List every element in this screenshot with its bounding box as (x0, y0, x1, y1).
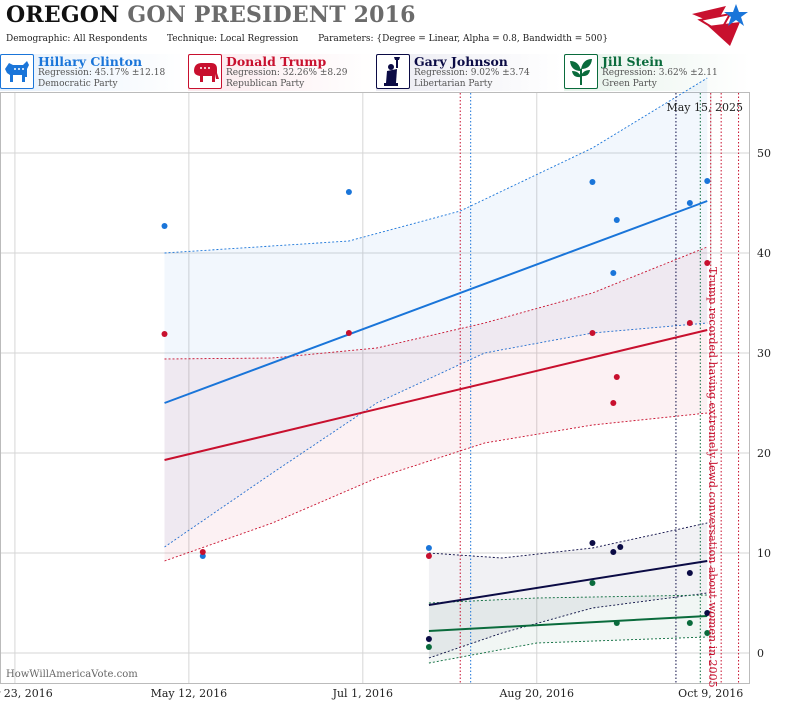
band-lower-line (164, 412, 708, 562)
event-annotation: Trump recorded having extremely lewd con… (706, 267, 719, 688)
poll-point (704, 630, 711, 636)
axis-labels: 0 10 20 30 40 50 Mar 23, 2016 May 12, 2016 Jul 1… (0, 147, 771, 700)
band-lower-line (428, 592, 708, 659)
poll-point (686, 320, 693, 326)
plant-icon (564, 54, 598, 89)
candidate-name: Jill Stein (602, 54, 664, 69)
technique-value: Local Regression (219, 34, 299, 44)
candidate-name: Gary Johnson (414, 54, 508, 69)
poll-point (161, 223, 168, 229)
candidate-card-clinton: Hillary Clinton Regression: 45.17% ±12.1… (0, 54, 186, 91)
confidence-band (428, 595, 708, 663)
event-lines (459, 93, 740, 683)
technique-label: Technique: (167, 34, 218, 44)
demographic-value: All Respondents (73, 34, 148, 44)
watermark: HowWillAmericaVote.com (6, 669, 138, 680)
confidence-band (164, 78, 708, 547)
poll-point (704, 178, 711, 184)
elephant-icon (188, 54, 222, 89)
y-tick-label: 10 (757, 547, 771, 560)
parameters-bar: Demographic: All Respondents Technique: … (6, 34, 608, 44)
poll-point (704, 260, 711, 266)
poll-point (345, 189, 352, 195)
poll-point (613, 217, 620, 223)
x-tick-label: Aug 20, 2016 (498, 687, 574, 700)
trend-lines (164, 200, 708, 632)
y-tick-label: 30 (757, 347, 771, 360)
y-tick-label: 50 (757, 147, 771, 160)
candidate-card-stein: Jill Stein Regression: 3.62% ±2.11 Green… (564, 54, 750, 91)
candidate-party: Democratic Party (38, 79, 118, 89)
trend-line (428, 560, 708, 606)
poll-point (686, 620, 693, 626)
candidate-party: Libertarian Party (414, 79, 493, 89)
poll-point (425, 553, 432, 559)
band-upper-line (428, 594, 708, 604)
band-lower-line (164, 322, 708, 548)
donkey-icon (0, 54, 34, 89)
plot-frame (0, 92, 750, 684)
poll-point (610, 400, 617, 406)
x-tick-label: Jul 1, 2016 (332, 687, 394, 700)
poll-point (161, 331, 168, 337)
candidate-name: Donald Trump (226, 54, 327, 69)
title-state: OREGON (6, 2, 120, 28)
as-of-date: May 15, 2025 (666, 101, 743, 114)
band-upper-line (164, 77, 708, 254)
poll-point (610, 549, 617, 555)
demographic-label: Demographic: (6, 34, 71, 44)
y-tick-label: 40 (757, 247, 771, 260)
trend-line (164, 200, 708, 404)
poll-point (345, 330, 352, 336)
poll-points (161, 178, 711, 650)
candidate-party: Republican Party (226, 79, 305, 89)
poll-point (425, 545, 432, 551)
x-tick-label: Oct 9, 2016 (678, 687, 743, 700)
page-title: OREGON GON PRESIDENT 2016 (6, 2, 416, 28)
statue-of-liberty-icon (376, 54, 410, 89)
poll-point (425, 636, 432, 642)
confidence-bands (164, 77, 708, 664)
candidate-party: Green Party (602, 79, 657, 89)
poll-point (610, 270, 617, 276)
parameters-value: {Degree = Linear, Alpha = 0.8, Bandwidth… (376, 34, 609, 44)
title-rest: GON PRESIDENT 2016 (127, 2, 416, 28)
poll-point (199, 549, 206, 555)
x-tick-label: May 12, 2016 (151, 687, 228, 700)
candidate-regression: Regression: 32.26% ±8.29 (226, 68, 348, 78)
candidate-regression: Regression: 9.02% ±3.74 (414, 68, 530, 78)
trend-line (428, 615, 708, 632)
parameters-label: Parameters: (318, 34, 374, 44)
candidate-regression: Regression: 3.62% ±2.11 (602, 68, 718, 78)
poll-point (617, 544, 624, 550)
poll-point (686, 570, 693, 576)
candidate-name: Hillary Clinton (38, 54, 143, 69)
site-logo-icon (692, 4, 748, 46)
y-tick-label: 20 (757, 447, 771, 460)
band-upper-line (164, 246, 708, 360)
poll-point (704, 610, 711, 616)
band-lower-line (428, 636, 708, 664)
trend-line (164, 329, 708, 461)
candidate-card-johnson: Gary Johnson Regression: 9.02% ±3.74 Lib… (376, 54, 562, 91)
confidence-band (164, 247, 708, 561)
band-upper-line (428, 522, 708, 559)
confidence-band (428, 523, 708, 658)
poll-point (589, 179, 596, 185)
candidate-regression: Regression: 45.17% ±12.18 (38, 68, 166, 78)
poll-point (686, 200, 693, 206)
poll-point (425, 644, 432, 650)
poll-point (613, 620, 620, 626)
x-tick-label: Mar 23, 2016 (0, 687, 53, 700)
poll-point (589, 540, 596, 546)
poll-point (589, 580, 596, 586)
candidate-card-trump: Donald Trump Regression: 32.26% ±8.29 Re… (188, 54, 374, 91)
y-tick-label: 0 (757, 647, 764, 660)
poll-point (589, 330, 596, 336)
poll-point (613, 374, 620, 380)
